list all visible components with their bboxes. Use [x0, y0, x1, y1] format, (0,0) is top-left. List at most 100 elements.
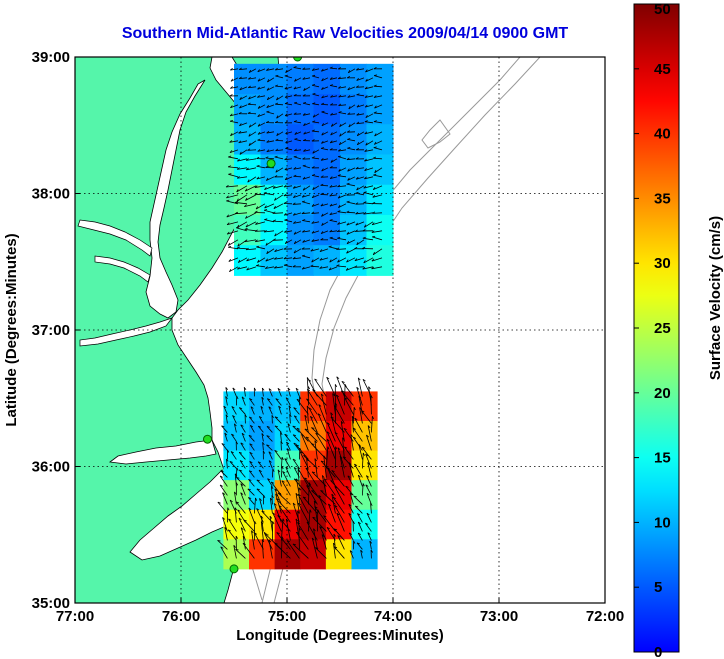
velocity-cell [249, 539, 276, 570]
current-arrow [337, 237, 347, 241]
arrow-head [236, 477, 240, 479]
arrow-head [275, 493, 279, 497]
arrow-head [348, 503, 352, 507]
current-arrow [330, 131, 338, 136]
arrow-head [338, 142, 342, 146]
arrow-head [329, 212, 333, 216]
arrow-head [266, 250, 269, 254]
current-arrow [268, 539, 273, 559]
arrow-head [304, 414, 308, 418]
current-arrow [312, 113, 320, 118]
arrow-head [263, 209, 268, 211]
arrow-head [314, 378, 318, 381]
arrow-head [321, 102, 325, 105]
current-arrow [374, 104, 383, 109]
arrow-head [284, 230, 287, 233]
x-tick-label: 72:00 [586, 608, 624, 625]
arrow-head [321, 132, 324, 136]
arrow-head [313, 528, 316, 532]
arrow-head [292, 202, 296, 205]
current-arrow [365, 77, 374, 82]
arrow-head [349, 550, 353, 553]
arrow-head [311, 156, 315, 159]
arrow-head [232, 415, 236, 418]
arrow-head [364, 176, 367, 180]
arrow-head [248, 479, 252, 481]
arrow-head [321, 86, 324, 90]
arrow-head [240, 527, 244, 531]
current-arrow [331, 470, 345, 487]
current-arrow [257, 104, 266, 109]
arrow-head [272, 211, 276, 214]
current-arrow [233, 423, 237, 433]
current-arrow [272, 185, 284, 189]
arrow-head [307, 386, 311, 390]
current-arrow [321, 111, 329, 115]
arrow-head [365, 522, 369, 525]
current-arrow [330, 113, 338, 116]
current-arrow [365, 104, 374, 108]
current-arrow [227, 529, 237, 541]
arrow-head [227, 449, 230, 453]
current-arrow [292, 257, 302, 260]
arrow-head [374, 74, 378, 76]
current-arrow [306, 398, 318, 415]
current-arrow [357, 131, 365, 137]
current-arrow [365, 453, 372, 469]
current-arrow [339, 455, 345, 478]
current-arrow [340, 421, 345, 442]
arrow-head [320, 231, 324, 234]
current-arrow [321, 95, 329, 99]
arrow-head [339, 455, 343, 459]
arrow-head [334, 405, 338, 408]
arrow-head [297, 469, 301, 473]
arrow-head [332, 393, 335, 397]
velocity-cell [287, 184, 314, 216]
arrow-head [268, 451, 272, 454]
current-arrow [235, 548, 246, 559]
current-arrow [370, 395, 372, 415]
arrow-head [322, 475, 325, 478]
current-arrow [326, 422, 336, 442]
current-arrow [374, 140, 383, 145]
current-arrow [223, 405, 228, 415]
arrow-head [292, 434, 297, 437]
arrow-head [255, 222, 258, 225]
arrow-head [312, 516, 316, 519]
current-arrow [276, 532, 291, 550]
arrow-head [356, 386, 360, 390]
current-arrow [373, 185, 383, 190]
arrow-head [330, 112, 333, 116]
current-arrow [286, 540, 300, 559]
arrow-head [299, 451, 303, 454]
arrow-head [354, 258, 358, 262]
arrow-head [346, 200, 350, 203]
arrow-head [237, 259, 241, 263]
arrow-head [346, 241, 350, 244]
arrow-head [220, 546, 224, 549]
arrow-head [256, 479, 260, 482]
current-arrow [282, 471, 291, 487]
velocity-cell [287, 214, 314, 246]
arrow-head [259, 498, 262, 501]
current-arrow [239, 469, 246, 478]
arrow-head [237, 243, 240, 247]
current-arrow [365, 522, 372, 532]
arrow-head [343, 427, 347, 430]
current-arrow [278, 505, 291, 523]
current-arrow [275, 493, 282, 514]
current-arrow [365, 484, 372, 496]
current-arrow [256, 508, 264, 523]
current-arrow [269, 498, 273, 514]
arrow-head [259, 416, 263, 419]
current-arrow [337, 211, 347, 214]
arrow-head [337, 535, 341, 538]
arrow-head [240, 492, 244, 495]
arrow-head [321, 123, 324, 127]
arrow-head [336, 394, 339, 398]
arrow-head [297, 522, 301, 525]
current-arrow [311, 157, 320, 160]
arrow-head [330, 159, 333, 163]
arrow-head [285, 140, 288, 144]
albemarle-sound [108, 439, 217, 465]
